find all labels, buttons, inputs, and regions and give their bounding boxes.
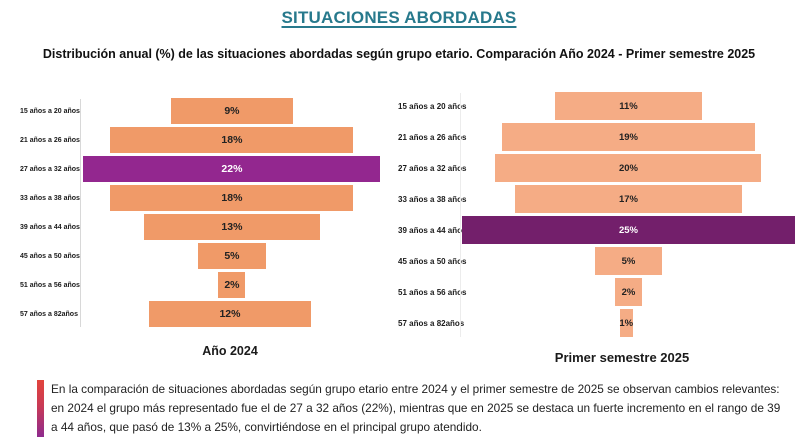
plot-area: 22%: [83, 155, 386, 184]
funnel-row: 21 años a 26 años 18%: [20, 126, 386, 155]
chart-subtitle: Distribución anual (%) de las situacione…: [42, 47, 756, 61]
plot-area: 13%: [84, 213, 386, 242]
plot-area: 11%: [470, 91, 796, 122]
age-group-label: 21 años a 26 años: [20, 137, 80, 144]
bar-value-label: 20%: [618, 162, 638, 174]
funnel-row: 57 años a 82años 1%: [398, 308, 796, 339]
chart-rows-2025: 15 años a 20 años 11% 21 años a 26 años 19%…: [398, 91, 796, 339]
funnel-row: 27 años a 32 años 20%: [398, 153, 796, 184]
bar-value-label: 5%: [621, 255, 636, 267]
funnel-row: 39 años a 44 años 13%: [20, 213, 386, 242]
bar-value-label: 5%: [224, 250, 240, 262]
percentage-bar: 18%: [110, 127, 354, 153]
funnel-row: 45 años a 50 años 5%: [398, 246, 796, 277]
funnel-row: 27 años a 32 años 22%: [20, 155, 386, 184]
age-group-label: 57 años a 82años: [20, 311, 78, 318]
bar-value-label: 12%: [219, 308, 241, 320]
funnel-chart-2025: 15 años a 20 años 11% 21 años a 26 años 19%…: [398, 91, 796, 339]
note-accent-bar: [37, 380, 44, 437]
age-group-label: 27 años a 32 años: [398, 164, 467, 173]
funnel-row: 21 años a 26 años 19%: [398, 122, 796, 153]
percentage-bar: 19%: [502, 123, 755, 151]
funnel-row: 15 años a 20 años 9%: [20, 97, 386, 126]
funnel-row: 15 años a 20 años 11%: [398, 91, 796, 122]
plot-area: 5%: [84, 242, 386, 271]
page-title: SITUACIONES ABORDADAS: [281, 8, 517, 27]
funnel-row: 39 años a 44 años 25%: [398, 215, 796, 246]
percentage-bar: 2%: [615, 278, 642, 306]
percentage-bar: 1%: [619, 309, 634, 337]
bar-value-label: 9%: [224, 105, 240, 117]
chart-title-2025: Primer semestre 2025: [554, 350, 690, 365]
funnel-row: 57 años a 82años 12%: [20, 300, 386, 329]
age-group-label: 51 años a 56 años: [398, 288, 467, 297]
plot-area: 9%: [84, 97, 386, 126]
age-group-label: 45 años a 50 años: [20, 253, 80, 260]
chart-rows-2024: 15 años a 20 años 9% 21 años a 26 años 18% 2…: [20, 97, 386, 329]
percentage-bar: 18%: [110, 185, 354, 211]
bar-value-label: 18%: [221, 192, 243, 204]
bar-value-label: 17%: [618, 193, 638, 205]
percentage-bar: 5%: [595, 247, 662, 275]
bar-value-label: 25%: [618, 224, 638, 236]
bar-value-label: 13%: [221, 221, 243, 233]
plot-area: 25%: [462, 215, 796, 246]
plot-area: 17%: [470, 184, 796, 215]
funnel-row: 33 años a 38 años 17%: [398, 184, 796, 215]
funnel-row: 33 años a 38 años 18%: [20, 184, 386, 213]
age-group-label: 45 años a 50 años: [398, 257, 467, 266]
percentage-bar: 13%: [144, 214, 320, 240]
age-group-label: 33 años a 38 años: [20, 195, 80, 202]
y-axis-line: [80, 99, 81, 327]
percentage-bar-highlighted: 22%: [83, 156, 381, 182]
bar-value-label: 1%: [619, 317, 634, 329]
bar-value-label: 22%: [221, 163, 243, 175]
plot-area: 2%: [84, 271, 386, 300]
percentage-bar: 9%: [171, 98, 293, 124]
percentage-bar: 17%: [515, 185, 742, 213]
age-group-label: 27 años a 32 años: [20, 166, 80, 173]
plot-area: 1%: [468, 308, 796, 339]
plot-area: 18%: [84, 126, 386, 155]
bar-value-label: 2%: [621, 286, 636, 298]
age-group-label: 15 años a 20 años: [20, 108, 80, 115]
summary-note: En la comparación de situaciones abordad…: [37, 380, 789, 437]
age-group-label: 51 años a 56 años: [20, 282, 80, 289]
age-group-label: 15 años a 20 años: [398, 102, 467, 111]
age-group-label: 33 años a 38 años: [398, 195, 467, 204]
plot-area: 19%: [470, 122, 796, 153]
chart-title-2024: Año 2024: [202, 344, 258, 358]
plot-area: 5%: [470, 246, 796, 277]
funnel-row: 51 años a 56 años 2%: [398, 277, 796, 308]
plot-area: 18%: [84, 184, 386, 213]
percentage-bar: 20%: [495, 154, 762, 182]
bar-value-label: 19%: [618, 131, 638, 143]
plot-area: 2%: [470, 277, 796, 308]
funnel-row: 45 años a 50 años 5%: [20, 242, 386, 271]
bar-value-label: 11%: [619, 100, 638, 112]
plot-area: 12%: [82, 300, 386, 329]
age-group-label: 39 años a 44 años: [20, 224, 80, 231]
funnel-chart-2024: 15 años a 20 años 9% 21 años a 26 años 18% 2…: [20, 97, 386, 329]
bar-value-label: 2%: [224, 279, 240, 291]
plot-area: 20%: [470, 153, 796, 184]
percentage-bar: 5%: [198, 243, 266, 269]
percentage-bar: 12%: [148, 301, 311, 327]
percentage-bar: 2%: [218, 272, 246, 298]
bar-value-label: 18%: [221, 134, 243, 146]
percentage-bar: 11%: [555, 92, 702, 120]
age-group-label: 39 años a 44 años: [398, 226, 467, 235]
age-group-label: 21 años a 26 años: [398, 133, 467, 142]
funnel-row: 51 años a 56 años 2%: [20, 271, 386, 300]
percentage-bar-highlighted: 25%: [462, 216, 795, 244]
age-group-label: 57 años a 82años: [398, 319, 465, 328]
note-text: En la comparación de situaciones abordad…: [51, 382, 781, 434]
y-axis-line: [460, 93, 461, 337]
